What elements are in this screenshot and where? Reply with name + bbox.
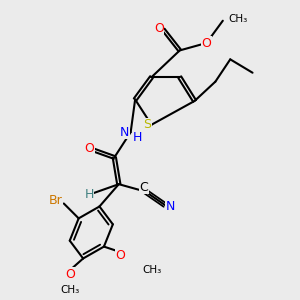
Text: O: O — [115, 249, 125, 262]
Text: H: H — [133, 131, 142, 144]
Text: O: O — [202, 37, 212, 50]
Text: CH₃: CH₃ — [60, 285, 80, 295]
Text: CH₃: CH₃ — [142, 266, 162, 275]
Text: N: N — [166, 200, 176, 213]
Text: C: C — [140, 181, 148, 194]
Text: O: O — [84, 142, 94, 155]
Text: CH₃: CH₃ — [228, 14, 248, 24]
Text: Br: Br — [49, 194, 62, 207]
Text: H: H — [84, 188, 94, 201]
Text: O: O — [65, 268, 75, 281]
Text: S: S — [143, 118, 151, 131]
Text: O: O — [154, 22, 164, 34]
Text: N: N — [120, 126, 129, 139]
